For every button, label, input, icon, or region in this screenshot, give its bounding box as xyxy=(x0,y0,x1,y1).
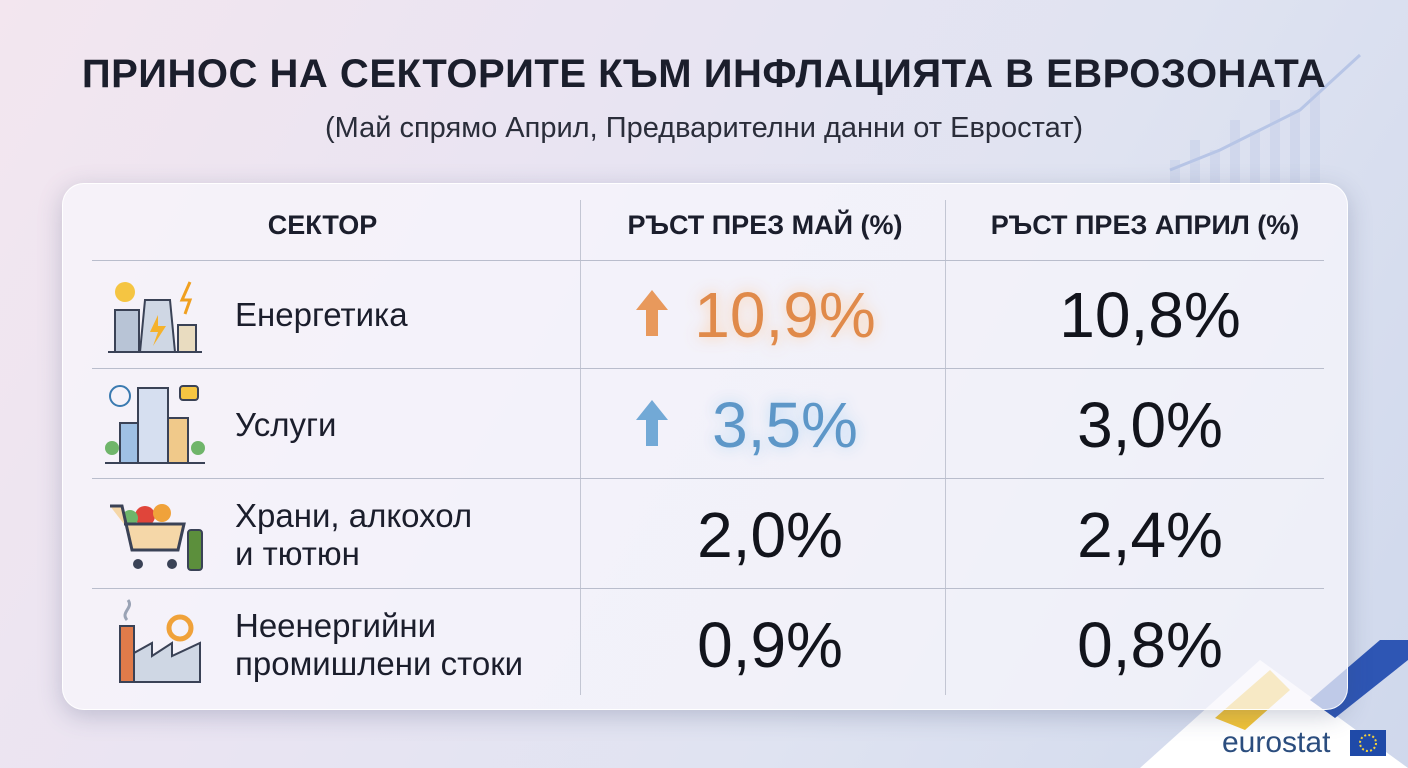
column-header: РЪСТ ПРЕЗ АПРИЛ (%) xyxy=(990,210,1300,240)
may-value: 2,0% xyxy=(697,499,843,571)
sector-name: Енергетика xyxy=(235,296,408,333)
sector-name: Храни, алкохол и тютюн xyxy=(235,497,473,572)
title: ПРИНОС НА СЕКТОРИТЕ КЪМ ИНФЛАЦИЯТА В ЕВР… xyxy=(81,52,1327,96)
eu-flag xyxy=(1350,730,1386,756)
row-separator xyxy=(92,588,1324,589)
logo: eurostat xyxy=(1222,726,1331,759)
column-header: РЪСТ ПРЕЗ МАЙ (%) xyxy=(627,210,903,240)
food-icon xyxy=(110,504,203,571)
april-value: 3,0% xyxy=(1077,389,1223,461)
table-panel xyxy=(62,183,1348,710)
subtitle: (Май спрямо Април, Предварителни данни о… xyxy=(324,112,1084,144)
row-separator xyxy=(92,260,1324,261)
may-value: 10,9% xyxy=(694,279,876,351)
column-divider xyxy=(580,200,581,695)
may-value: 3,5% xyxy=(712,389,858,461)
column-divider xyxy=(945,200,946,695)
sector-name: Услуги xyxy=(235,406,337,443)
up-arrow xyxy=(636,400,668,446)
services-icon xyxy=(105,385,205,464)
row-separator xyxy=(92,478,1324,479)
energy-icon xyxy=(108,281,202,353)
sector-name: Неенергийни промишлени стоки xyxy=(235,607,524,682)
april-value: 2,4% xyxy=(1077,499,1223,571)
column-header: СЕКТОР xyxy=(267,210,378,240)
row-separator xyxy=(92,368,1324,369)
april-value: 0,8% xyxy=(1077,609,1223,681)
april-value: 10,8% xyxy=(1059,279,1241,351)
up-arrow xyxy=(636,290,668,336)
may-value: 0,9% xyxy=(697,609,843,681)
industry-icon xyxy=(119,599,201,683)
